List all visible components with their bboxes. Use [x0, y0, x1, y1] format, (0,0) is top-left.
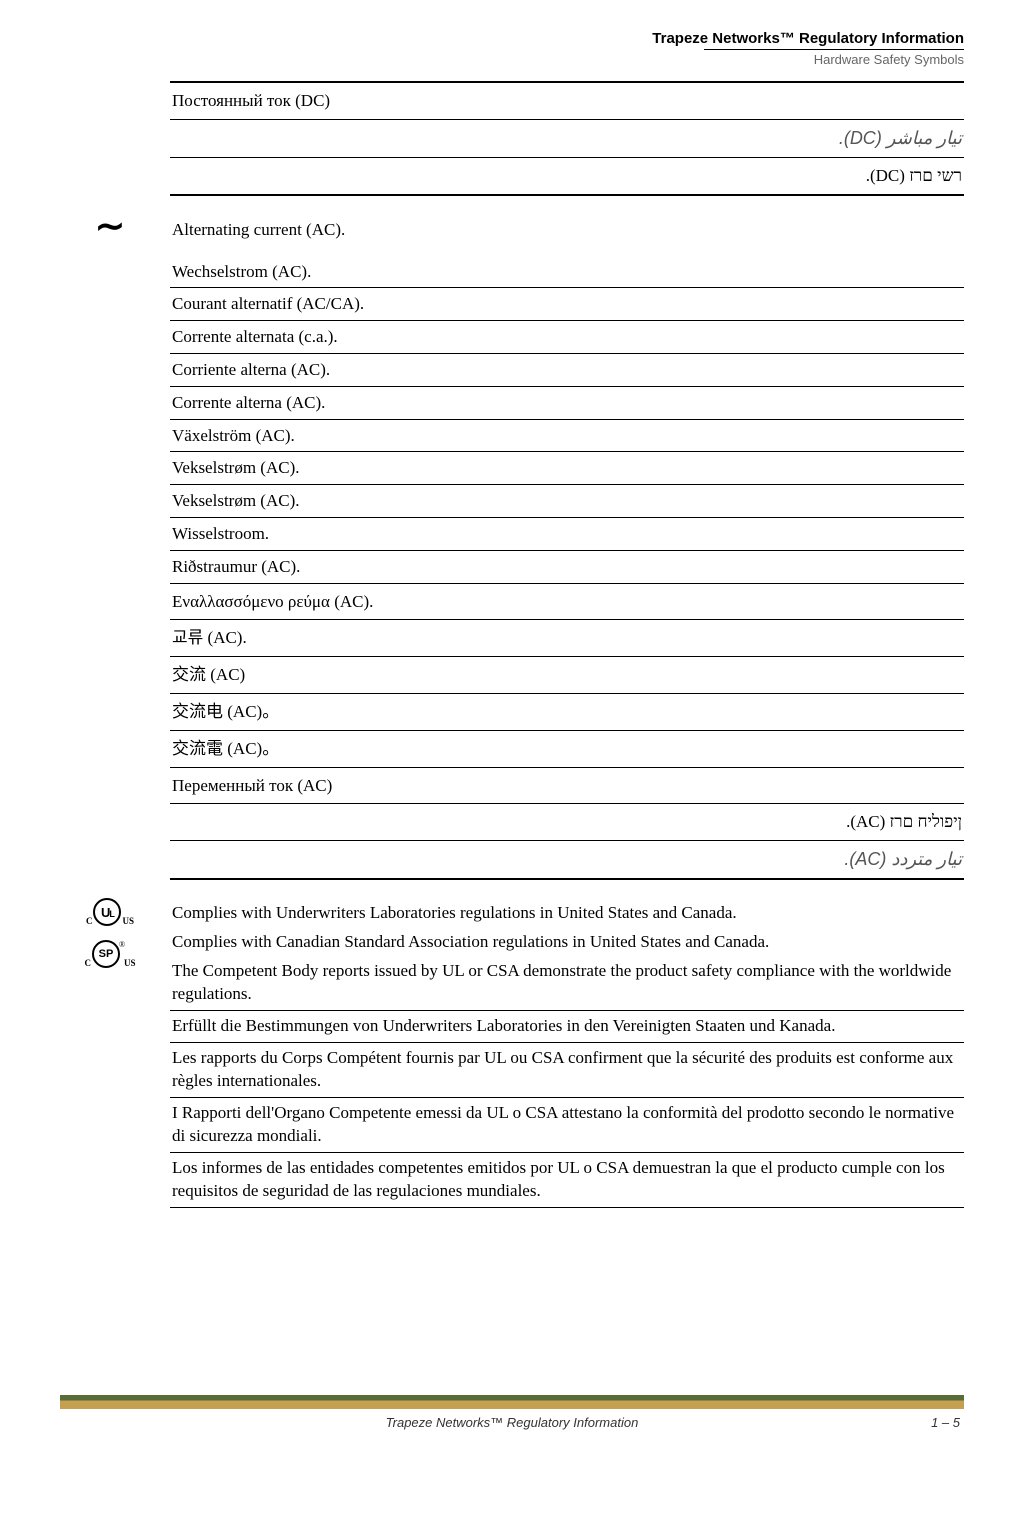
- text-row: 交流电 (AC)。: [170, 694, 964, 731]
- text-row: Erfüllt die Bestimmungen von Underwriter…: [170, 1011, 964, 1043]
- header-title: Trapeze Networks™ Regulatory Information: [60, 30, 964, 47]
- text-row: Corrente alterna (AC).: [170, 387, 964, 420]
- text-row: The Competent Body reports issued by UL …: [170, 956, 964, 1011]
- text-row: Переменный ток (AC): [170, 768, 964, 805]
- text-row: Complies with Underwriters Laboratories …: [170, 898, 964, 927]
- text-row: Växelström (AC).: [170, 420, 964, 453]
- ac-heading: Alternating current (AC).: [170, 214, 964, 256]
- text-row: Los informes de las entidades competente…: [170, 1153, 964, 1208]
- text-row: 교류 (AC).: [170, 620, 964, 657]
- page-footer: Trapeze Networks™ Regulatory Information…: [60, 1395, 964, 1430]
- text-row: Wechselstrom (AC).: [170, 256, 964, 289]
- text-row: Corrente alternata (c.a.).: [170, 321, 964, 354]
- page-header: Trapeze Networks™ Regulatory Information…: [60, 30, 964, 69]
- text-row: تيار متردد (AC).: [170, 841, 964, 880]
- text-row: 交流電 (AC)。: [170, 731, 964, 768]
- compliance-section: C UL US C SP® US Complies with Underwrit…: [170, 898, 964, 1207]
- text-row: Wisselstroom.: [170, 518, 964, 551]
- text-row: Vekselstrøm (AC).: [170, 452, 964, 485]
- dc-section: Постоянный ток (DC)تيار مباشر (DC).רשי ם…: [170, 81, 964, 196]
- content-area: Постоянный ток (DC)تيار مباشر (DC).רשי ם…: [170, 81, 964, 1208]
- text-row: Corriente alterna (AC).: [170, 354, 964, 387]
- text-row: 交流 (AC): [170, 657, 964, 694]
- footer-page-number: 1 – 5: [931, 1415, 960, 1430]
- header-subtitle: Hardware Safety Symbols: [704, 49, 964, 67]
- text-row: I Rapporti dell'Organo Competente emessi…: [170, 1098, 964, 1153]
- text-row: Courant alternatif (AC/CA).: [170, 288, 964, 321]
- text-row: ןיפוליח םרז (AC).: [170, 804, 964, 841]
- footer-center-text: Trapeze Networks™ Regulatory Information: [60, 1415, 964, 1430]
- text-row: רשי םרז (DC).: [170, 158, 964, 196]
- text-row: Complies with Canadian Standard Associat…: [170, 927, 964, 956]
- footer-bar: [60, 1395, 964, 1409]
- text-row: Εναλλασσόμενο ρεύμα (AC).: [170, 584, 964, 621]
- text-row: Vekselstrøm (AC).: [170, 485, 964, 518]
- document-page: Trapeze Networks™ Regulatory Information…: [0, 0, 1024, 1450]
- text-row: Les rapports du Corps Compétent fournis …: [170, 1043, 964, 1098]
- text-row: Riðstraumur (AC).: [170, 551, 964, 584]
- text-row: تيار مباشر (DC).: [170, 120, 964, 158]
- ac-section: ∼ Alternating current (AC). Wechselstrom…: [170, 214, 964, 881]
- csa-logo-icon: C SP® US: [70, 940, 150, 968]
- text-row: Постоянный ток (DC): [170, 81, 964, 120]
- ul-logo-icon: C UL US: [70, 898, 150, 926]
- ac-symbol-icon: ∼: [70, 216, 150, 243]
